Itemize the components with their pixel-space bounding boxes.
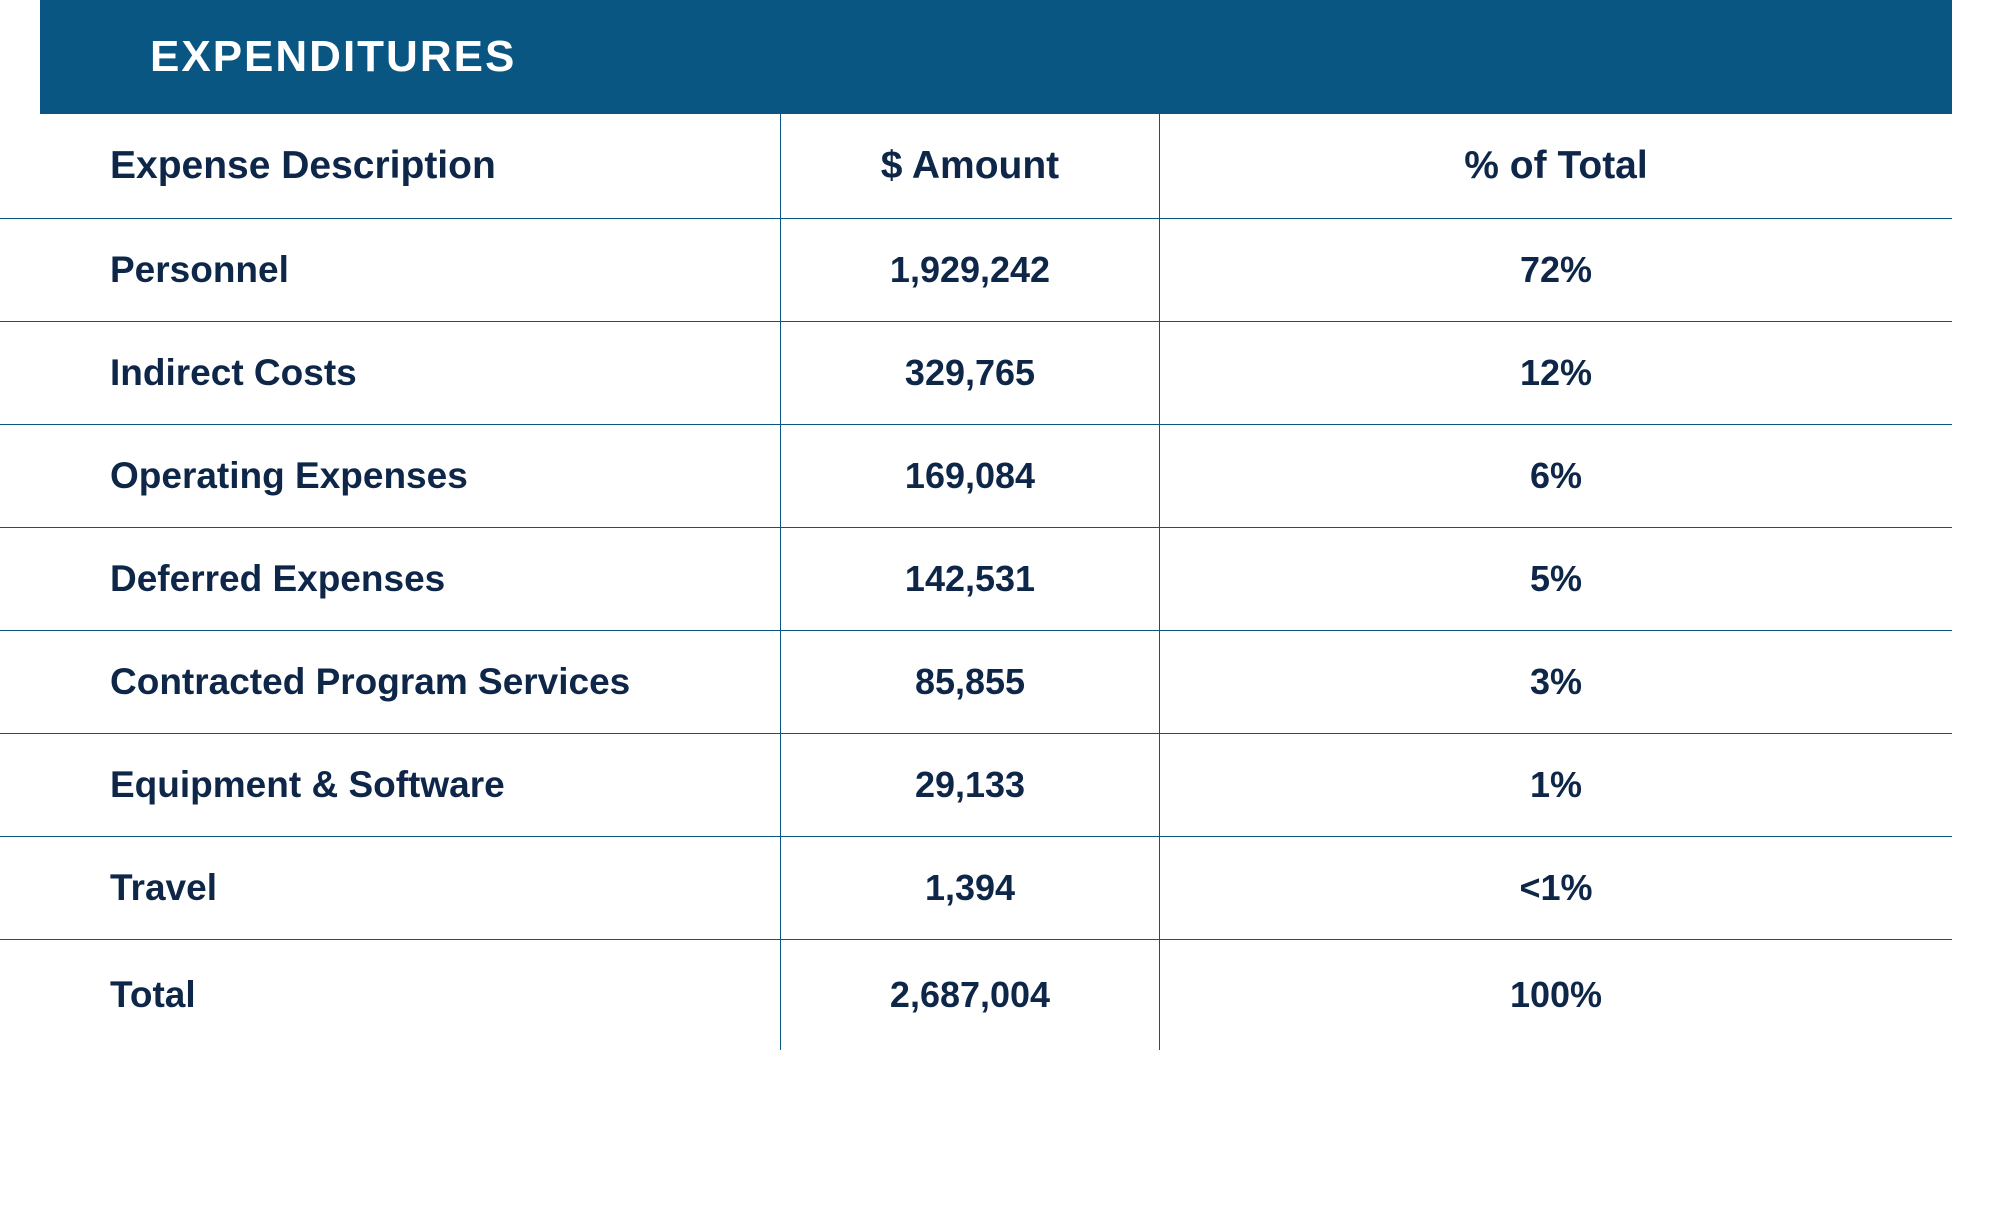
row-percent: <1% [1160,837,1952,939]
row-description: Contracted Program Services [0,631,780,733]
row-amount: 142,531 [780,528,1160,630]
row-description: Deferred Expenses [0,528,780,630]
row-percent: 5% [1160,528,1952,630]
row-description: Equipment & Software [0,734,780,836]
table-row-total: Total 2,687,004 100% [0,940,1952,1050]
column-header-percent: % of Total [1160,114,1952,218]
row-amount: 2,687,004 [780,940,1160,1050]
expenditures-table-container: EXPENDITURES Expense Description $ Amoun… [0,0,1992,1050]
row-percent: 100% [1160,940,1952,1050]
column-header-amount: $ Amount [780,114,1160,218]
row-amount: 169,084 [780,425,1160,527]
row-percent: 12% [1160,322,1952,424]
row-amount: 1,394 [780,837,1160,939]
row-percent: 3% [1160,631,1952,733]
table-title: EXPENDITURES [40,0,1952,114]
row-description: Travel [0,837,780,939]
row-percent: 1% [1160,734,1952,836]
row-percent: 6% [1160,425,1952,527]
table-row: Travel 1,394 <1% [0,837,1952,940]
expenditures-table: Expense Description $ Amount % of Total … [0,114,1952,1050]
row-amount: 85,855 [780,631,1160,733]
row-amount: 329,765 [780,322,1160,424]
row-amount: 29,133 [780,734,1160,836]
table-row: Deferred Expenses 142,531 5% [0,528,1952,631]
table-row: Operating Expenses 169,084 6% [0,425,1952,528]
row-description: Indirect Costs [0,322,780,424]
row-description: Total [0,940,780,1050]
table-row: Equipment & Software 29,133 1% [0,734,1952,837]
table-row: Personnel 1,929,242 72% [0,219,1952,322]
table-row: Contracted Program Services 85,855 3% [0,631,1952,734]
row-description: Personnel [0,219,780,321]
column-header-description: Expense Description [0,114,780,218]
row-percent: 72% [1160,219,1952,321]
table-header-row: Expense Description $ Amount % of Total [0,114,1952,219]
row-amount: 1,929,242 [780,219,1160,321]
row-description: Operating Expenses [0,425,780,527]
table-row: Indirect Costs 329,765 12% [0,322,1952,425]
